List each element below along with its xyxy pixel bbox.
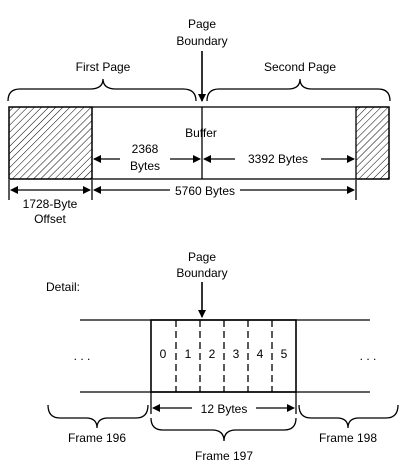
top-page-boundary-line1: Page [188,17,216,31]
second-page-label: Second Page [264,60,336,74]
frame-198-brace [298,404,399,429]
frame-196-label: Frame 196 [68,431,126,445]
first-page-brace [7,78,197,102]
frame-197-brace [150,417,297,442]
detail-page-boundary-line1: Page [188,250,216,264]
buffer-label: Buffer [185,126,217,140]
slot-5: 5 [281,347,288,361]
first-page-label: First Page [76,60,131,74]
frame-198-label: Frame 198 [319,431,377,445]
frame-196-brace [47,404,149,429]
bytes-3392-label: 3392 Bytes [248,152,308,166]
bytes-2368-line1: 2368 [132,142,159,156]
detail-page-boundary-line2: Boundary [176,266,227,280]
slot-3: 3 [233,347,240,361]
bytes-2368-line2: Bytes [130,159,160,173]
slot-2: 2 [209,347,216,361]
bytes-5760-label: 5760 Bytes [175,184,235,198]
top-section: Page Boundary First Page Second Page Buf… [7,17,391,226]
offset-label-line1: 1728-Byte [23,197,78,211]
ellipsis-left: . . . [74,349,91,363]
bytes-12-label: 12 Bytes [201,402,248,416]
detail-label: Detail: [46,280,80,294]
slot-4: 4 [257,347,264,361]
offset-hatched-region [8,106,93,180]
frame-197-label: Frame 197 [195,449,253,463]
ellipsis-right: . . . [360,349,377,363]
second-page-brace [206,78,391,102]
slot-1: 1 [185,347,192,361]
top-page-boundary-line2: Boundary [176,34,227,48]
slot-0: 0 [160,347,167,361]
offset-label-line2: Offset [34,212,66,226]
tail-hatched-region [355,106,390,180]
detail-section: Page Boundary Detail: 0 1 2 3 4 5 . . . … [46,250,399,463]
